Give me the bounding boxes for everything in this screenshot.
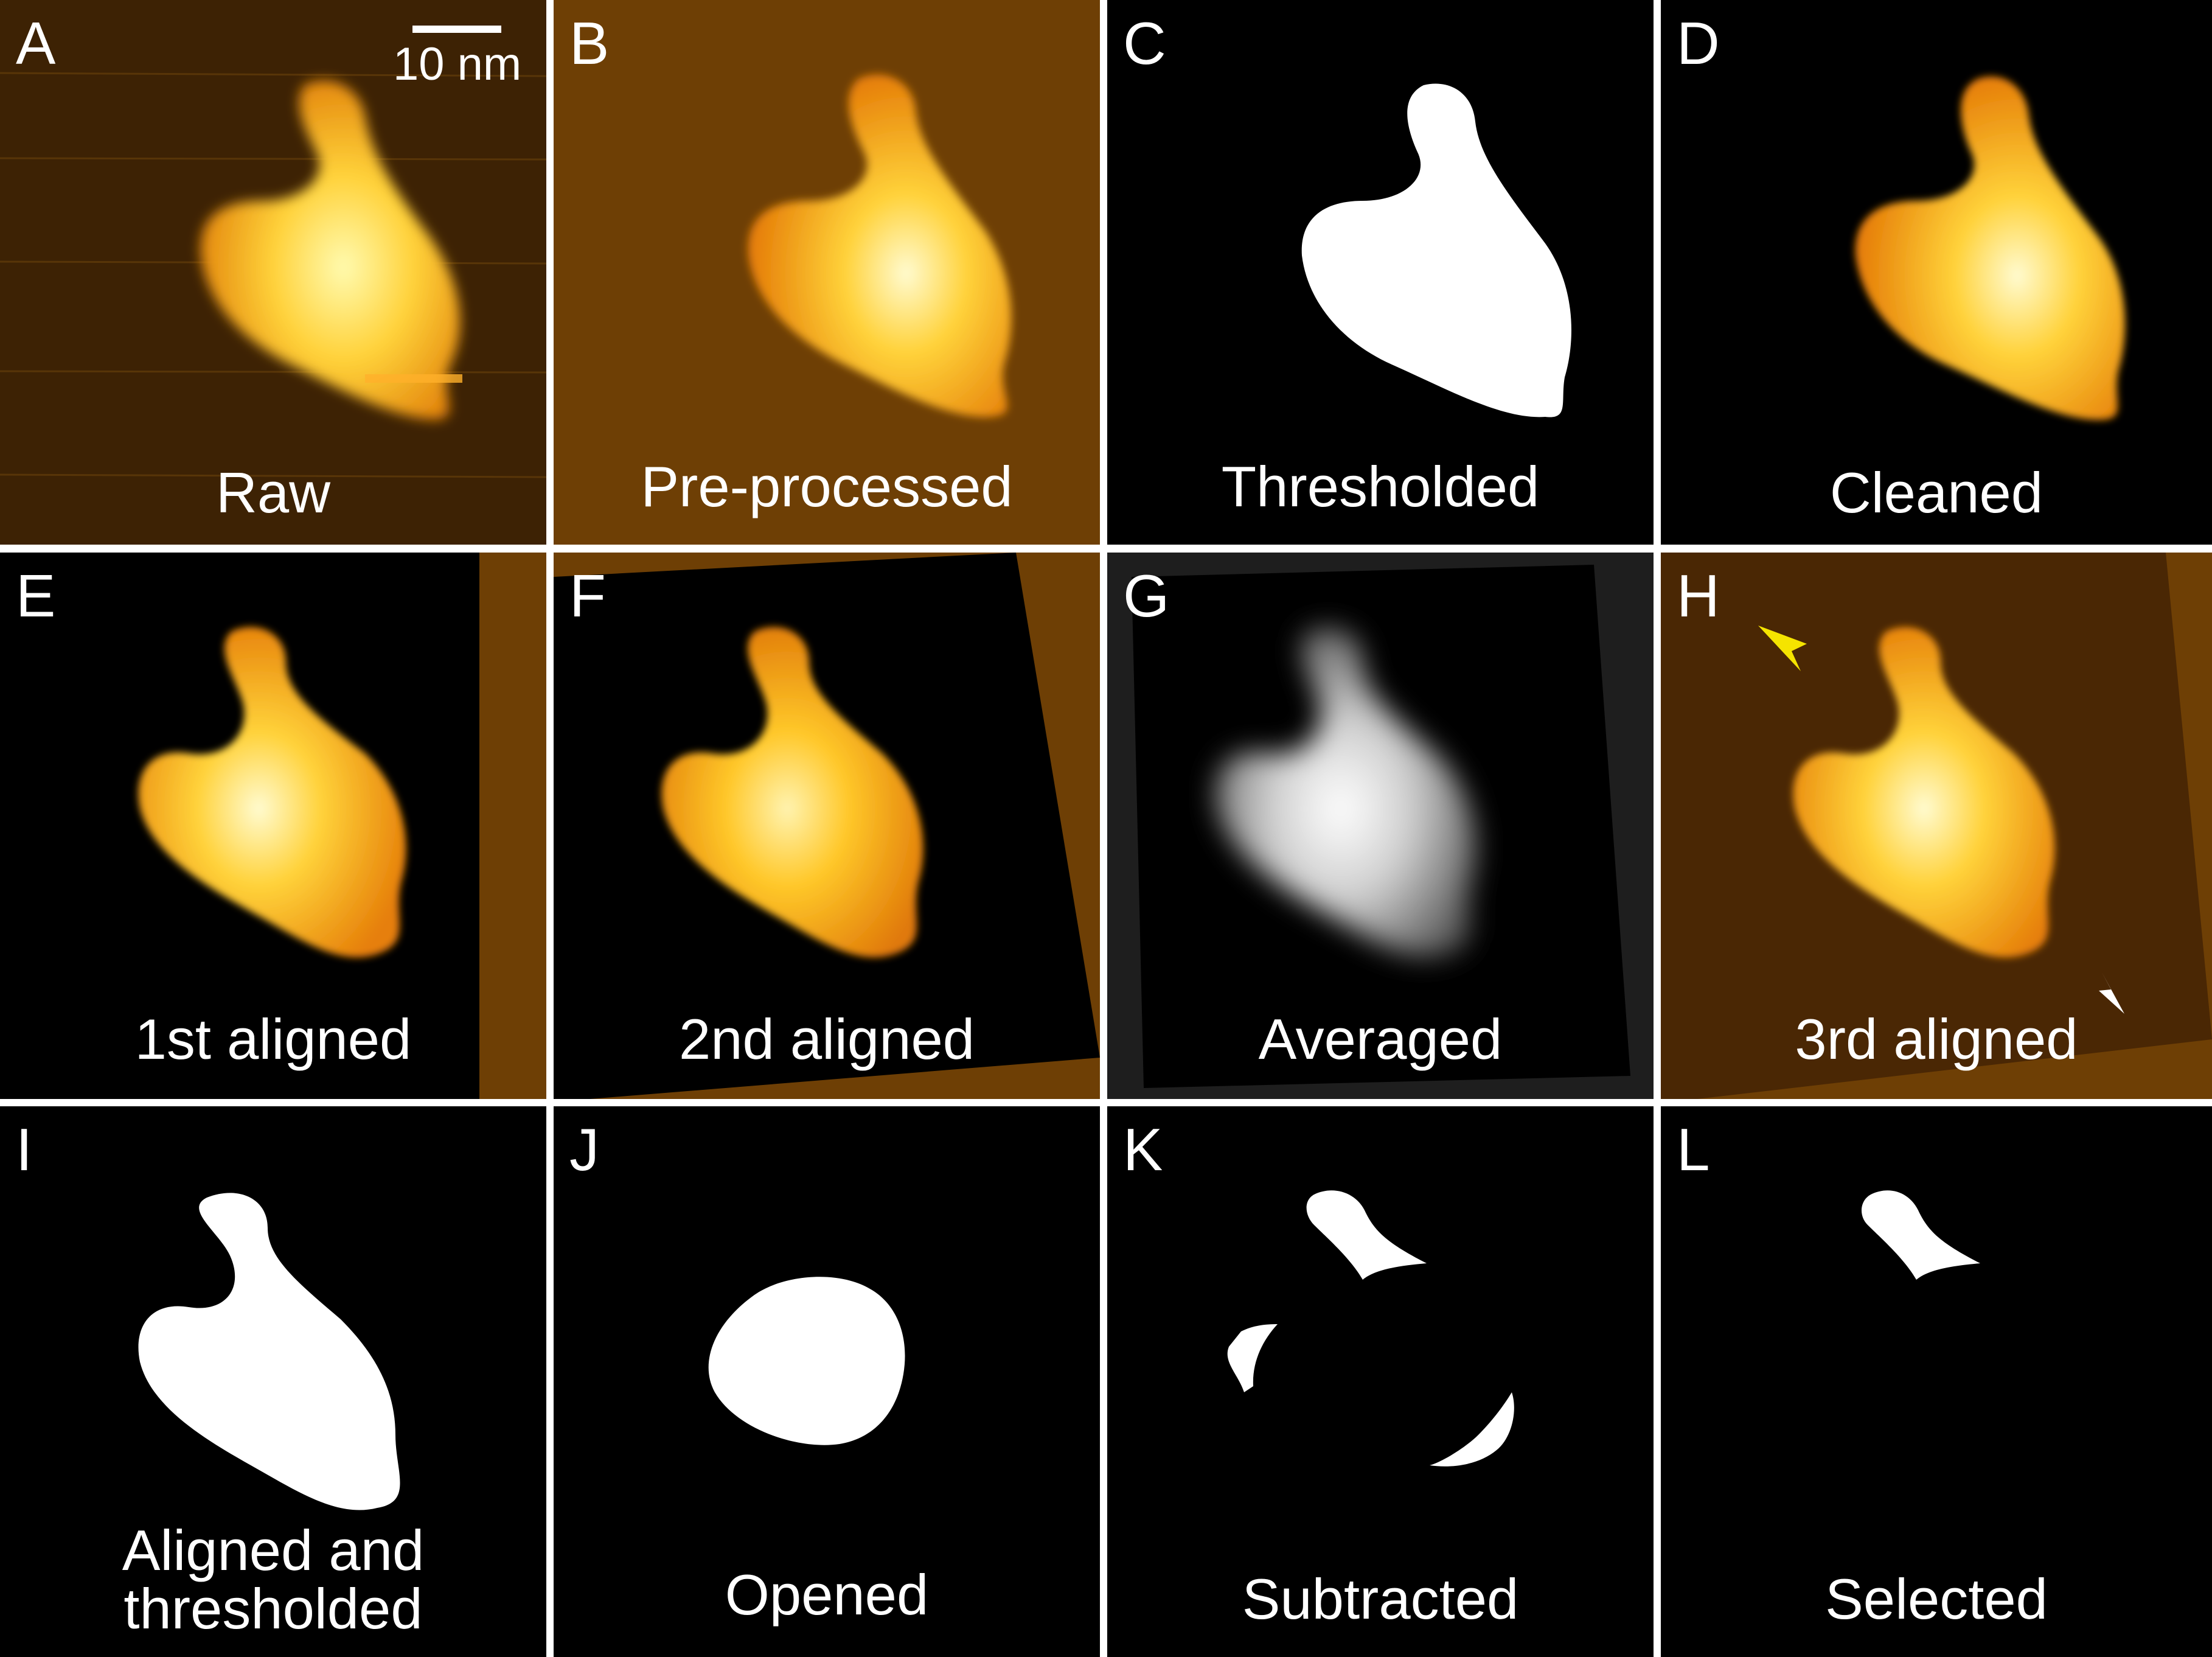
panel-letter: I bbox=[16, 1116, 33, 1183]
panel-l-selected: L Selected bbox=[1661, 1106, 2212, 1657]
panel-letter: K bbox=[1123, 1116, 1163, 1183]
panel-caption: Thresholded bbox=[1221, 455, 1540, 518]
panel-caption: 3rd aligned bbox=[1795, 1007, 2078, 1071]
aligned-afm-image-1 bbox=[0, 553, 546, 1099]
caption-line-1: Aligned and bbox=[122, 1518, 425, 1582]
panel-caption: Cleaned bbox=[1829, 461, 2043, 525]
panel-f-2nd-aligned: F 2nd aligned bbox=[554, 553, 1100, 1099]
scale-bar-label: 10 nm bbox=[393, 38, 522, 90]
panel-caption: Opened bbox=[725, 1563, 929, 1627]
panel-letter: E bbox=[16, 562, 56, 629]
panel-caption: 1st aligned bbox=[134, 1007, 412, 1071]
panel-e-1st-aligned: E 1st aligned bbox=[0, 553, 546, 1099]
panel-caption: Selected bbox=[1825, 1567, 2048, 1631]
panel-letter: D bbox=[1677, 10, 1720, 77]
selected-mask bbox=[1661, 1106, 2212, 1657]
panel-a-raw: 10 nm A Raw bbox=[0, 0, 546, 545]
panel-caption: Raw bbox=[215, 461, 331, 525]
panel-caption: Aligned and thresholded bbox=[0, 1521, 546, 1638]
panel-caption: Averaged bbox=[1258, 1007, 1503, 1071]
opened-mask bbox=[554, 1106, 1100, 1657]
aligned-afm-image-3 bbox=[1661, 553, 2212, 1099]
panel-j-opened: J Opened bbox=[554, 1106, 1100, 1657]
panel-letter: C bbox=[1123, 10, 1166, 77]
preprocessed-afm-image bbox=[554, 0, 1100, 545]
scale-bar bbox=[412, 26, 501, 33]
aligned-thresholded-mask bbox=[0, 1106, 546, 1657]
panel-caption: 2nd aligned bbox=[678, 1007, 975, 1071]
panel-g-averaged: G Averaged bbox=[1107, 553, 1654, 1099]
panel-i-aligned-thresholded: I Aligned and thresholded bbox=[0, 1106, 546, 1657]
panel-caption: Subtracted bbox=[1242, 1567, 1519, 1631]
panel-letter: J bbox=[569, 1116, 599, 1183]
panel-k-subtracted: K Subtracted bbox=[1107, 1106, 1654, 1657]
caption-line-2: thresholded bbox=[123, 1576, 423, 1641]
raw-afm-image bbox=[0, 0, 546, 545]
averaged-image bbox=[1107, 553, 1654, 1099]
aligned-afm-image-2 bbox=[554, 553, 1100, 1099]
panel-letter: L bbox=[1677, 1116, 1710, 1183]
panel-letter: A bbox=[16, 10, 56, 77]
panel-letter: H bbox=[1677, 562, 1720, 629]
subtracted-mask bbox=[1107, 1106, 1654, 1657]
yellow-arrowhead-icon bbox=[1758, 626, 1807, 671]
panel-c-thresholded: C Thresholded bbox=[1107, 0, 1654, 545]
panel-h-3rd-aligned: H 3rd aligned bbox=[1661, 553, 2212, 1099]
panel-b-preprocessed: B Pre-processed bbox=[554, 0, 1100, 545]
panel-letter: G bbox=[1123, 562, 1170, 629]
white-arrowhead-icon bbox=[2099, 972, 2124, 1014]
panel-caption: Pre-processed bbox=[641, 455, 1013, 518]
panel-letter: F bbox=[569, 562, 606, 629]
thresholded-mask-image bbox=[1107, 0, 1654, 545]
panel-letter: B bbox=[569, 10, 610, 77]
cleaned-afm-image bbox=[1661, 0, 2212, 545]
panel-d-cleaned: D Cleaned bbox=[1661, 0, 2212, 545]
